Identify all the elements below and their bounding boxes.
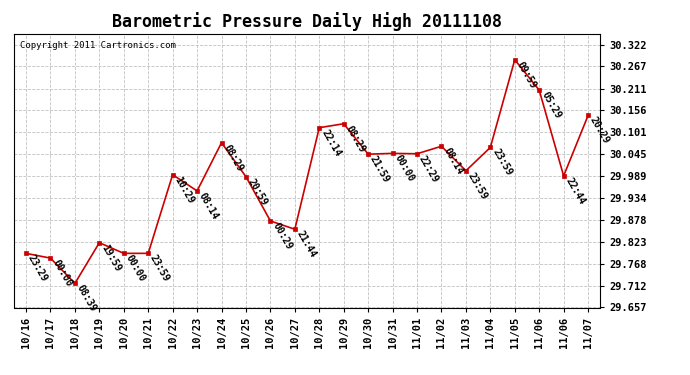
Text: 08:29: 08:29: [221, 143, 245, 173]
Text: 23:59: 23:59: [148, 254, 172, 284]
Text: 08:14: 08:14: [442, 146, 465, 177]
Text: 09:59: 09:59: [515, 60, 538, 90]
Text: 23:59: 23:59: [491, 147, 513, 178]
Text: 23:29: 23:29: [26, 254, 50, 284]
Text: 10:29: 10:29: [172, 175, 196, 205]
Text: 00:29: 00:29: [270, 221, 294, 251]
Text: 00:00: 00:00: [124, 254, 147, 284]
Text: 23:59: 23:59: [466, 171, 489, 201]
Text: 20:59: 20:59: [246, 177, 269, 207]
Text: 22:14: 22:14: [319, 128, 343, 158]
Text: 08:29: 08:29: [344, 124, 367, 154]
Text: 21:44: 21:44: [295, 229, 318, 260]
Text: 20:29: 20:29: [588, 116, 611, 146]
Text: 21:59: 21:59: [368, 154, 391, 184]
Text: 22:44: 22:44: [564, 176, 587, 206]
Text: 05:29: 05:29: [539, 90, 562, 121]
Text: Copyright 2011 Cartronics.com: Copyright 2011 Cartronics.com: [19, 40, 175, 50]
Title: Barometric Pressure Daily High 20111108: Barometric Pressure Daily High 20111108: [112, 12, 502, 31]
Text: 22:29: 22:29: [417, 154, 440, 184]
Text: 00:00: 00:00: [393, 153, 416, 184]
Text: 00:00: 00:00: [50, 258, 74, 288]
Text: 08:39: 08:39: [75, 284, 98, 314]
Text: 19:59: 19:59: [99, 243, 123, 273]
Text: 08:14: 08:14: [197, 191, 220, 221]
